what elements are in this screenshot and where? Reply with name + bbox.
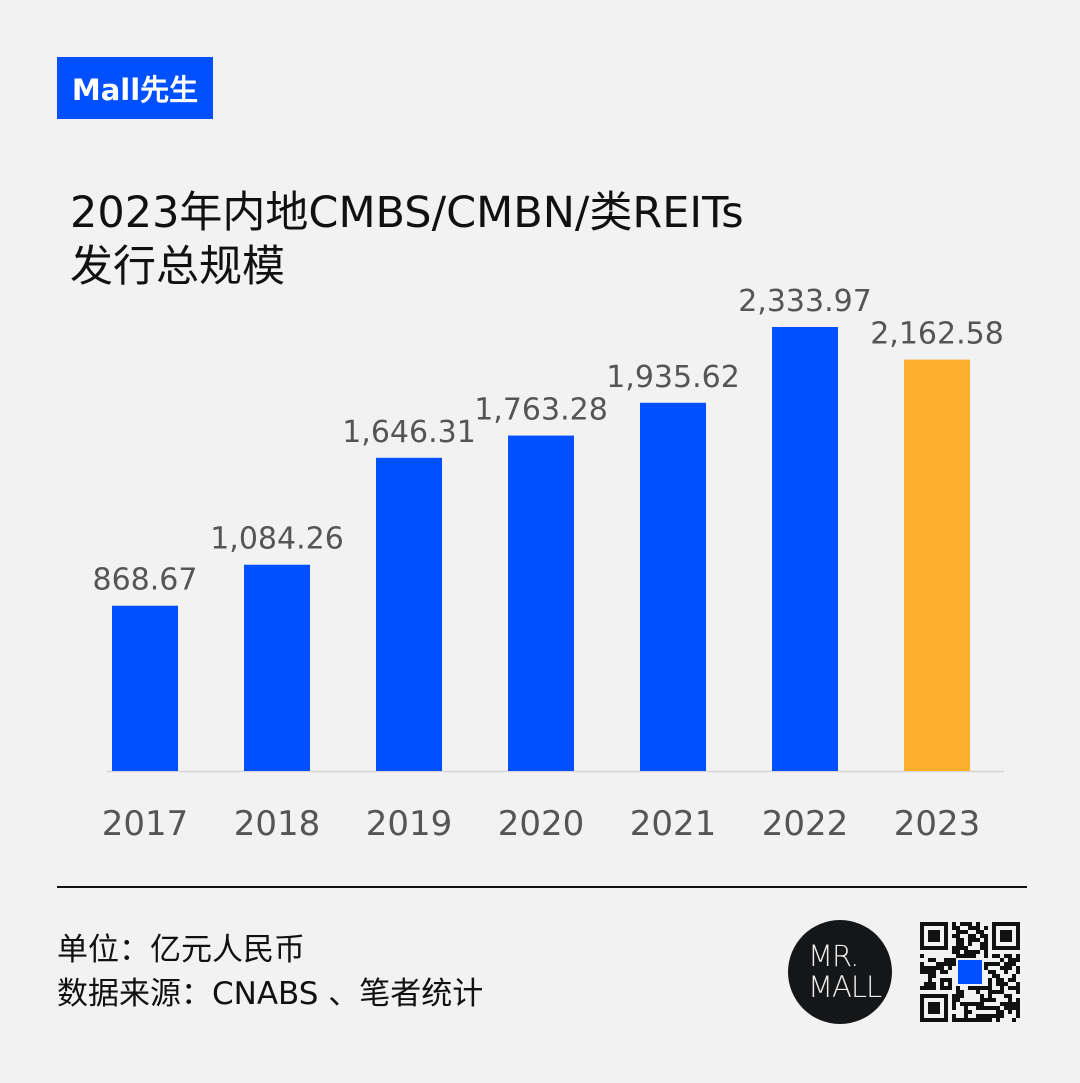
qr-code <box>920 922 1020 1022</box>
bar-2018 <box>244 564 310 771</box>
x-tick-label-2018: 2018 <box>234 804 321 844</box>
title-line-1: 2023年内地CMBS/CMBN/类REITs <box>70 188 744 238</box>
divider <box>57 886 1027 888</box>
data-label-2023: 2,162.58 <box>870 317 1004 352</box>
data-label-2017: 868.67 <box>93 563 198 598</box>
logo-line-1: MR. <box>808 939 859 973</box>
x-tick-label-2021: 2021 <box>630 804 717 844</box>
x-tick-label-2019: 2019 <box>366 804 453 844</box>
data-label-2019: 1,646.31 <box>342 415 476 450</box>
x-tick-label-2023: 2023 <box>894 804 981 844</box>
data-label-2020: 1,763.28 <box>474 393 608 428</box>
data-label-2021: 1,935.62 <box>606 360 740 395</box>
x-tick-label-2017: 2017 <box>102 804 189 844</box>
x-tick-label-2020: 2020 <box>498 804 585 844</box>
logo-line-2: MALL <box>808 970 882 1004</box>
brand-badge: Mall先生 <box>57 57 213 119</box>
mr-mall-logo: MR. MALL <box>788 920 892 1024</box>
bar-2021 <box>640 402 706 771</box>
bar-2020 <box>508 435 574 771</box>
chart-title: 2023年内地CMBS/CMBN/类REITs 发行总规模 <box>70 186 744 294</box>
bar-2023 <box>904 359 970 771</box>
bar-2019 <box>376 457 442 771</box>
title-line-2: 发行总规模 <box>70 242 285 292</box>
data-label-2018: 1,084.26 <box>210 522 344 557</box>
source-note: 数据来源：CNABS 、笔者统计 <box>57 976 484 1012</box>
bar-2017 <box>112 605 178 771</box>
unit-note: 单位：亿元人民币 <box>57 932 305 968</box>
x-tick-label-2022: 2022 <box>762 804 849 844</box>
bar-2022 <box>772 327 838 771</box>
data-label-2022: 2,333.97 <box>738 284 872 319</box>
